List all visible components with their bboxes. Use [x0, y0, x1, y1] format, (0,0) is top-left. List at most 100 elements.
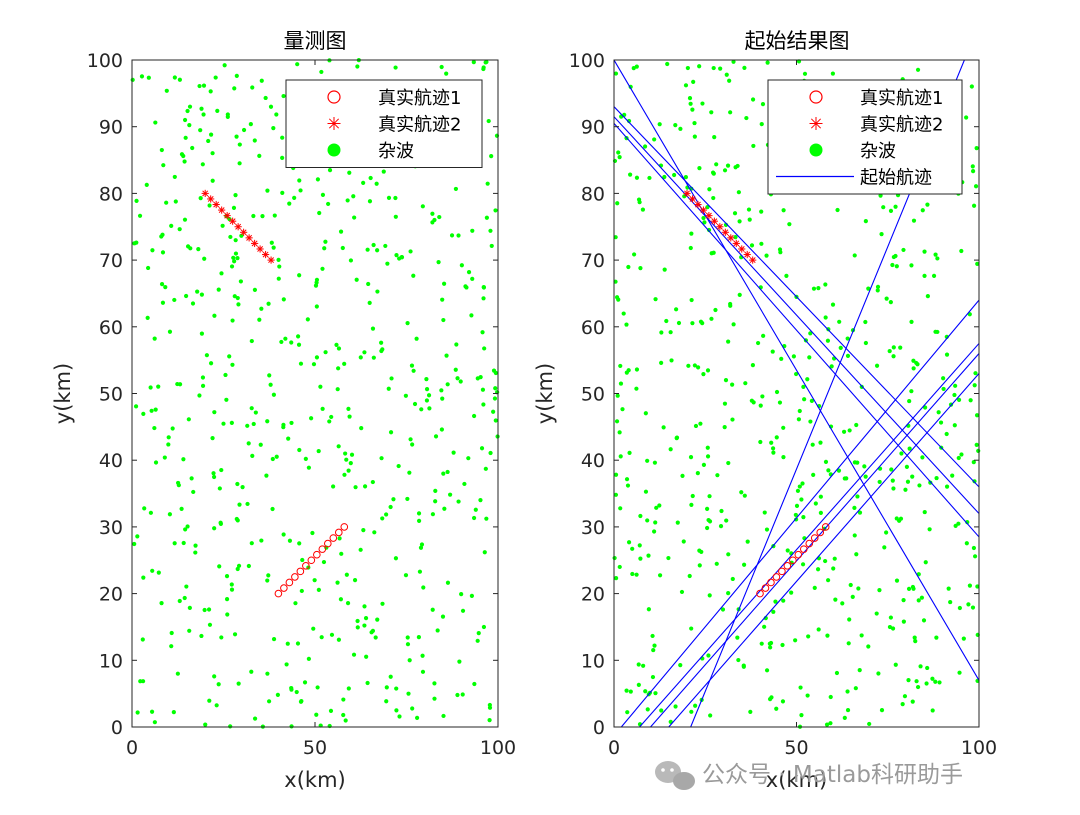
clutter-point: [799, 497, 804, 502]
clutter-point: [405, 635, 410, 640]
clutter-point: [934, 475, 939, 481]
clutter-point: [739, 490, 744, 495]
clutter-point: [217, 486, 222, 491]
clutter-point: [652, 529, 657, 534]
clutter-point: [179, 506, 184, 512]
true-track-2-point: [738, 245, 746, 253]
clutter-point: [231, 205, 237, 210]
clutter-point: [902, 694, 908, 699]
clutter-point: [177, 77, 182, 82]
true-track-1-point: [296, 567, 305, 576]
clutter-point: [771, 609, 776, 614]
clutter-point: [969, 84, 974, 89]
clutter-point: [971, 203, 977, 208]
clutter-point: [854, 422, 859, 428]
clutter-point: [830, 71, 835, 76]
clutter-point: [956, 455, 961, 461]
clutter-point: [933, 252, 938, 257]
clutter-point: [453, 186, 459, 192]
clutter-point: [405, 642, 411, 647]
clutter-point: [645, 707, 650, 712]
true-track-2-point: [207, 195, 215, 203]
clutter-point: [789, 590, 794, 595]
clutter-point: [726, 339, 731, 344]
clutter-point: [634, 175, 640, 180]
clutter-point: [207, 622, 213, 627]
clutter-point: [794, 517, 799, 522]
clutter-point: [967, 583, 973, 588]
clutter-point: [956, 397, 962, 402]
clutter-point: [879, 707, 885, 713]
clutter-point: [201, 112, 206, 117]
clutter-point: [815, 567, 821, 572]
clutter-point: [491, 368, 497, 373]
clutter-point: [177, 382, 183, 387]
clutter-point: [971, 460, 976, 465]
clutter-point: [666, 555, 671, 561]
clutter-point: [638, 556, 643, 561]
clutter-point: [297, 447, 302, 453]
clutter-point: [617, 430, 622, 435]
clutter-point: [922, 509, 927, 515]
clutter-point: [659, 360, 664, 365]
clutter-point: [476, 631, 481, 636]
clutter-point: [491, 409, 496, 414]
clutter-point: [807, 355, 812, 360]
clutter-point: [493, 386, 498, 391]
clutter-point: [386, 386, 391, 391]
clutter-point: [825, 338, 831, 343]
clutter-point: [875, 284, 881, 289]
true-track-1-point: [291, 573, 299, 581]
clutter-point: [364, 654, 369, 659]
clutter-point: [952, 423, 957, 428]
clutter-point: [433, 434, 439, 439]
clutter-point: [365, 680, 370, 686]
clutter-point: [829, 364, 834, 369]
clutter-point: [624, 322, 629, 327]
clutter-point: [701, 462, 707, 468]
clutter-point: [731, 322, 736, 327]
clutter-point: [219, 467, 224, 473]
clutter-point: [225, 112, 230, 117]
clutter-point: [689, 231, 694, 236]
clutter-point: [823, 315, 828, 320]
clutter-point: [838, 345, 843, 350]
clutter-point: [314, 712, 319, 717]
clutter-point: [394, 686, 399, 691]
clutter-point: [407, 470, 412, 475]
clutter-point: [612, 555, 617, 561]
clutter-point: [251, 213, 256, 219]
clutter-point: [185, 108, 190, 114]
clutter-point: [420, 204, 425, 209]
clutter-point: [233, 238, 238, 243]
clutter-point: [768, 645, 773, 650]
clutter-point: [185, 524, 190, 529]
x-tick-label: 0: [608, 737, 620, 759]
clutter-point: [441, 317, 446, 323]
clutter-point: [714, 561, 719, 566]
clutter-point: [916, 598, 921, 603]
clutter-point: [144, 182, 149, 187]
clutter-point: [780, 642, 785, 648]
clutter-point: [904, 464, 910, 469]
clutter-point: [975, 584, 980, 589]
clutter-point: [393, 556, 399, 561]
clutter-point: [345, 198, 350, 203]
true-track-2-point: [705, 212, 713, 220]
clutter-point: [624, 477, 630, 482]
clutter-point: [724, 518, 729, 523]
clutter-point: [974, 413, 980, 418]
y-tick-label: 20: [581, 584, 605, 606]
clutter-point: [688, 454, 694, 460]
clutter-point: [890, 478, 895, 483]
clutter-point: [487, 702, 492, 708]
clutter-point: [972, 479, 977, 484]
clutter-point: [388, 430, 394, 435]
clutter-point: [645, 458, 650, 463]
start-track-line: [650, 353, 979, 727]
clutter-point: [249, 406, 254, 411]
clutter-point: [455, 376, 460, 381]
clutter-point: [966, 602, 971, 607]
clutter-point: [159, 601, 164, 606]
